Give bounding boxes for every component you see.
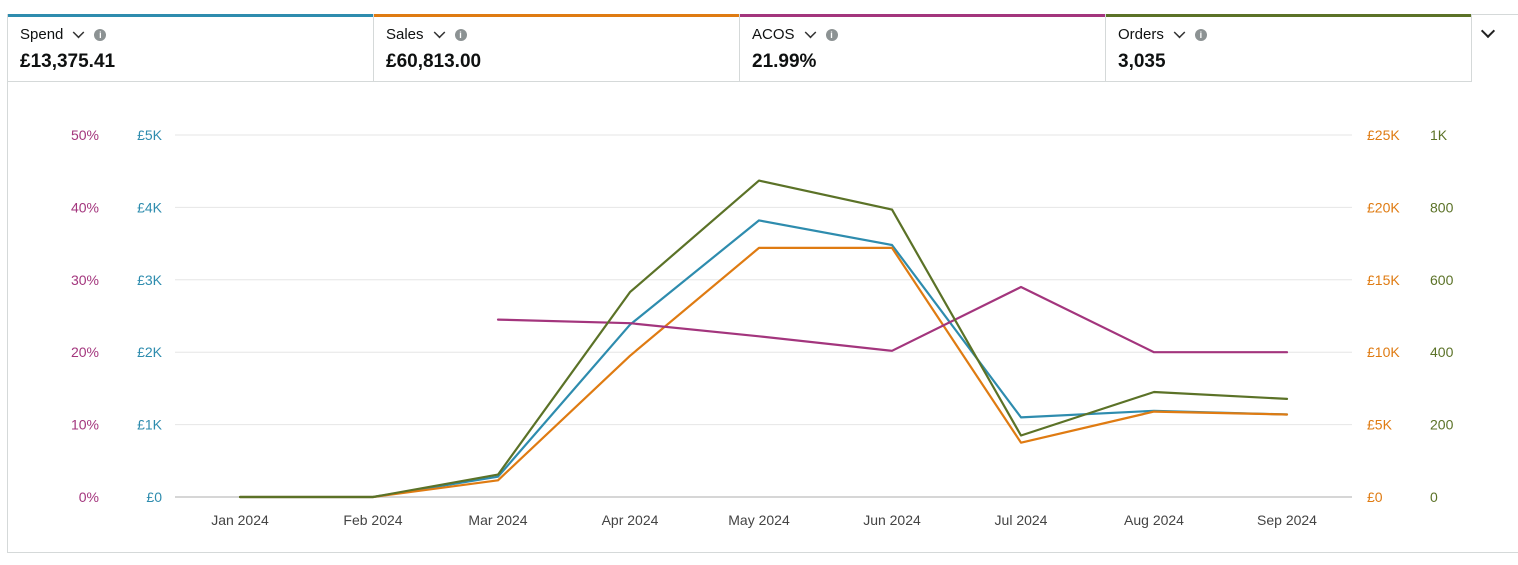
metric-tiles: Spend i £13,375.41 Sales i £60,813.00 AC… bbox=[8, 14, 1472, 82]
sales-axis-tick-label: £5K bbox=[1367, 417, 1393, 433]
series-line-spend bbox=[238, 219, 1289, 499]
metric-value: 21.99% bbox=[752, 51, 817, 72]
spend-axis-tick-label: £1K bbox=[137, 417, 163, 433]
metric-label: Spend bbox=[20, 26, 64, 43]
acos-axis-tick-label: 40% bbox=[71, 199, 99, 215]
spend-axis-tick-label: £2K bbox=[137, 344, 163, 360]
info-icon[interactable]: i bbox=[1194, 28, 1207, 41]
metric-header: ACOS i bbox=[752, 26, 838, 43]
acos-axis-tick-label: 0% bbox=[79, 489, 99, 505]
x-axis-tick-label: Jan 2024 bbox=[211, 512, 269, 528]
metric-header: Sales i bbox=[386, 26, 467, 43]
x-axis-tick-label: Sep 2024 bbox=[1257, 512, 1317, 528]
x-axis-tick-label: Feb 2024 bbox=[343, 512, 402, 528]
x-axis-tick-label: Apr 2024 bbox=[602, 512, 659, 528]
info-icon[interactable]: i bbox=[825, 28, 838, 41]
metric-label: ACOS bbox=[752, 26, 795, 43]
orders-axis-tick-label: 600 bbox=[1430, 272, 1454, 288]
x-axis-tick-label: Jul 2024 bbox=[995, 512, 1048, 528]
metric-tile-sales[interactable]: Sales i £60,813.00 bbox=[374, 14, 740, 82]
info-icon[interactable]: i bbox=[454, 28, 467, 41]
x-axis-tick-label: Aug 2024 bbox=[1124, 512, 1184, 528]
orders-axis-tick-label: 200 bbox=[1430, 417, 1454, 433]
x-axis-tick-label: Jun 2024 bbox=[863, 512, 921, 528]
metric-value: £13,375.41 bbox=[20, 51, 116, 72]
metric-tile-acos[interactable]: ACOS i 21.99% bbox=[740, 14, 1106, 82]
acos-axis-tick-label: 50% bbox=[71, 127, 99, 143]
orders-axis-tick-label: 800 bbox=[1430, 199, 1454, 215]
metric-label: Sales bbox=[386, 26, 424, 43]
sales-axis-tick-label: £25K bbox=[1367, 127, 1400, 143]
metric-color-bar bbox=[1106, 14, 1471, 17]
metric-value: 3,035 bbox=[1118, 51, 1166, 72]
orders-axis-tick-label: 1K bbox=[1430, 127, 1448, 143]
metric-tile-orders[interactable]: Orders i 3,035 bbox=[1106, 14, 1472, 82]
orders-axis-tick-label: 0 bbox=[1430, 489, 1438, 505]
metric-header: Spend i bbox=[20, 26, 107, 43]
orders-axis-tick-label: 400 bbox=[1430, 344, 1454, 360]
series-line-sales bbox=[238, 246, 1289, 499]
sales-axis-tick-label: £10K bbox=[1367, 344, 1400, 360]
metric-label: Orders bbox=[1118, 26, 1164, 43]
series-line-acos bbox=[496, 285, 1289, 354]
performance-panel: Spend i £13,375.41 Sales i £60,813.00 AC… bbox=[7, 14, 1518, 553]
sales-axis-tick-label: £0 bbox=[1367, 489, 1383, 505]
spend-axis-tick-label: £0 bbox=[146, 489, 162, 505]
metric-tile-spend[interactable]: Spend i £13,375.41 bbox=[8, 14, 374, 82]
series-line-orders bbox=[238, 179, 1289, 499]
metric-header: Orders i bbox=[1118, 26, 1207, 43]
spend-axis-tick-label: £5K bbox=[137, 127, 163, 143]
acos-axis-tick-label: 10% bbox=[71, 417, 99, 433]
info-icon[interactable]: i bbox=[94, 28, 107, 41]
spend-axis-tick-label: £4K bbox=[137, 199, 163, 215]
acos-axis-tick-label: 20% bbox=[71, 344, 99, 360]
metric-color-bar bbox=[740, 14, 1105, 17]
spend-axis-tick-label: £3K bbox=[137, 272, 163, 288]
x-axis-tick-label: Mar 2024 bbox=[468, 512, 527, 528]
metric-color-bar bbox=[8, 14, 373, 17]
acos-axis-tick-label: 30% bbox=[71, 272, 99, 288]
sales-axis-tick-label: £20K bbox=[1367, 199, 1400, 215]
metric-value: £60,813.00 bbox=[386, 51, 482, 72]
x-axis-tick-label: May 2024 bbox=[728, 512, 790, 528]
sales-axis-tick-label: £15K bbox=[1367, 272, 1400, 288]
metric-color-bar bbox=[374, 14, 739, 17]
